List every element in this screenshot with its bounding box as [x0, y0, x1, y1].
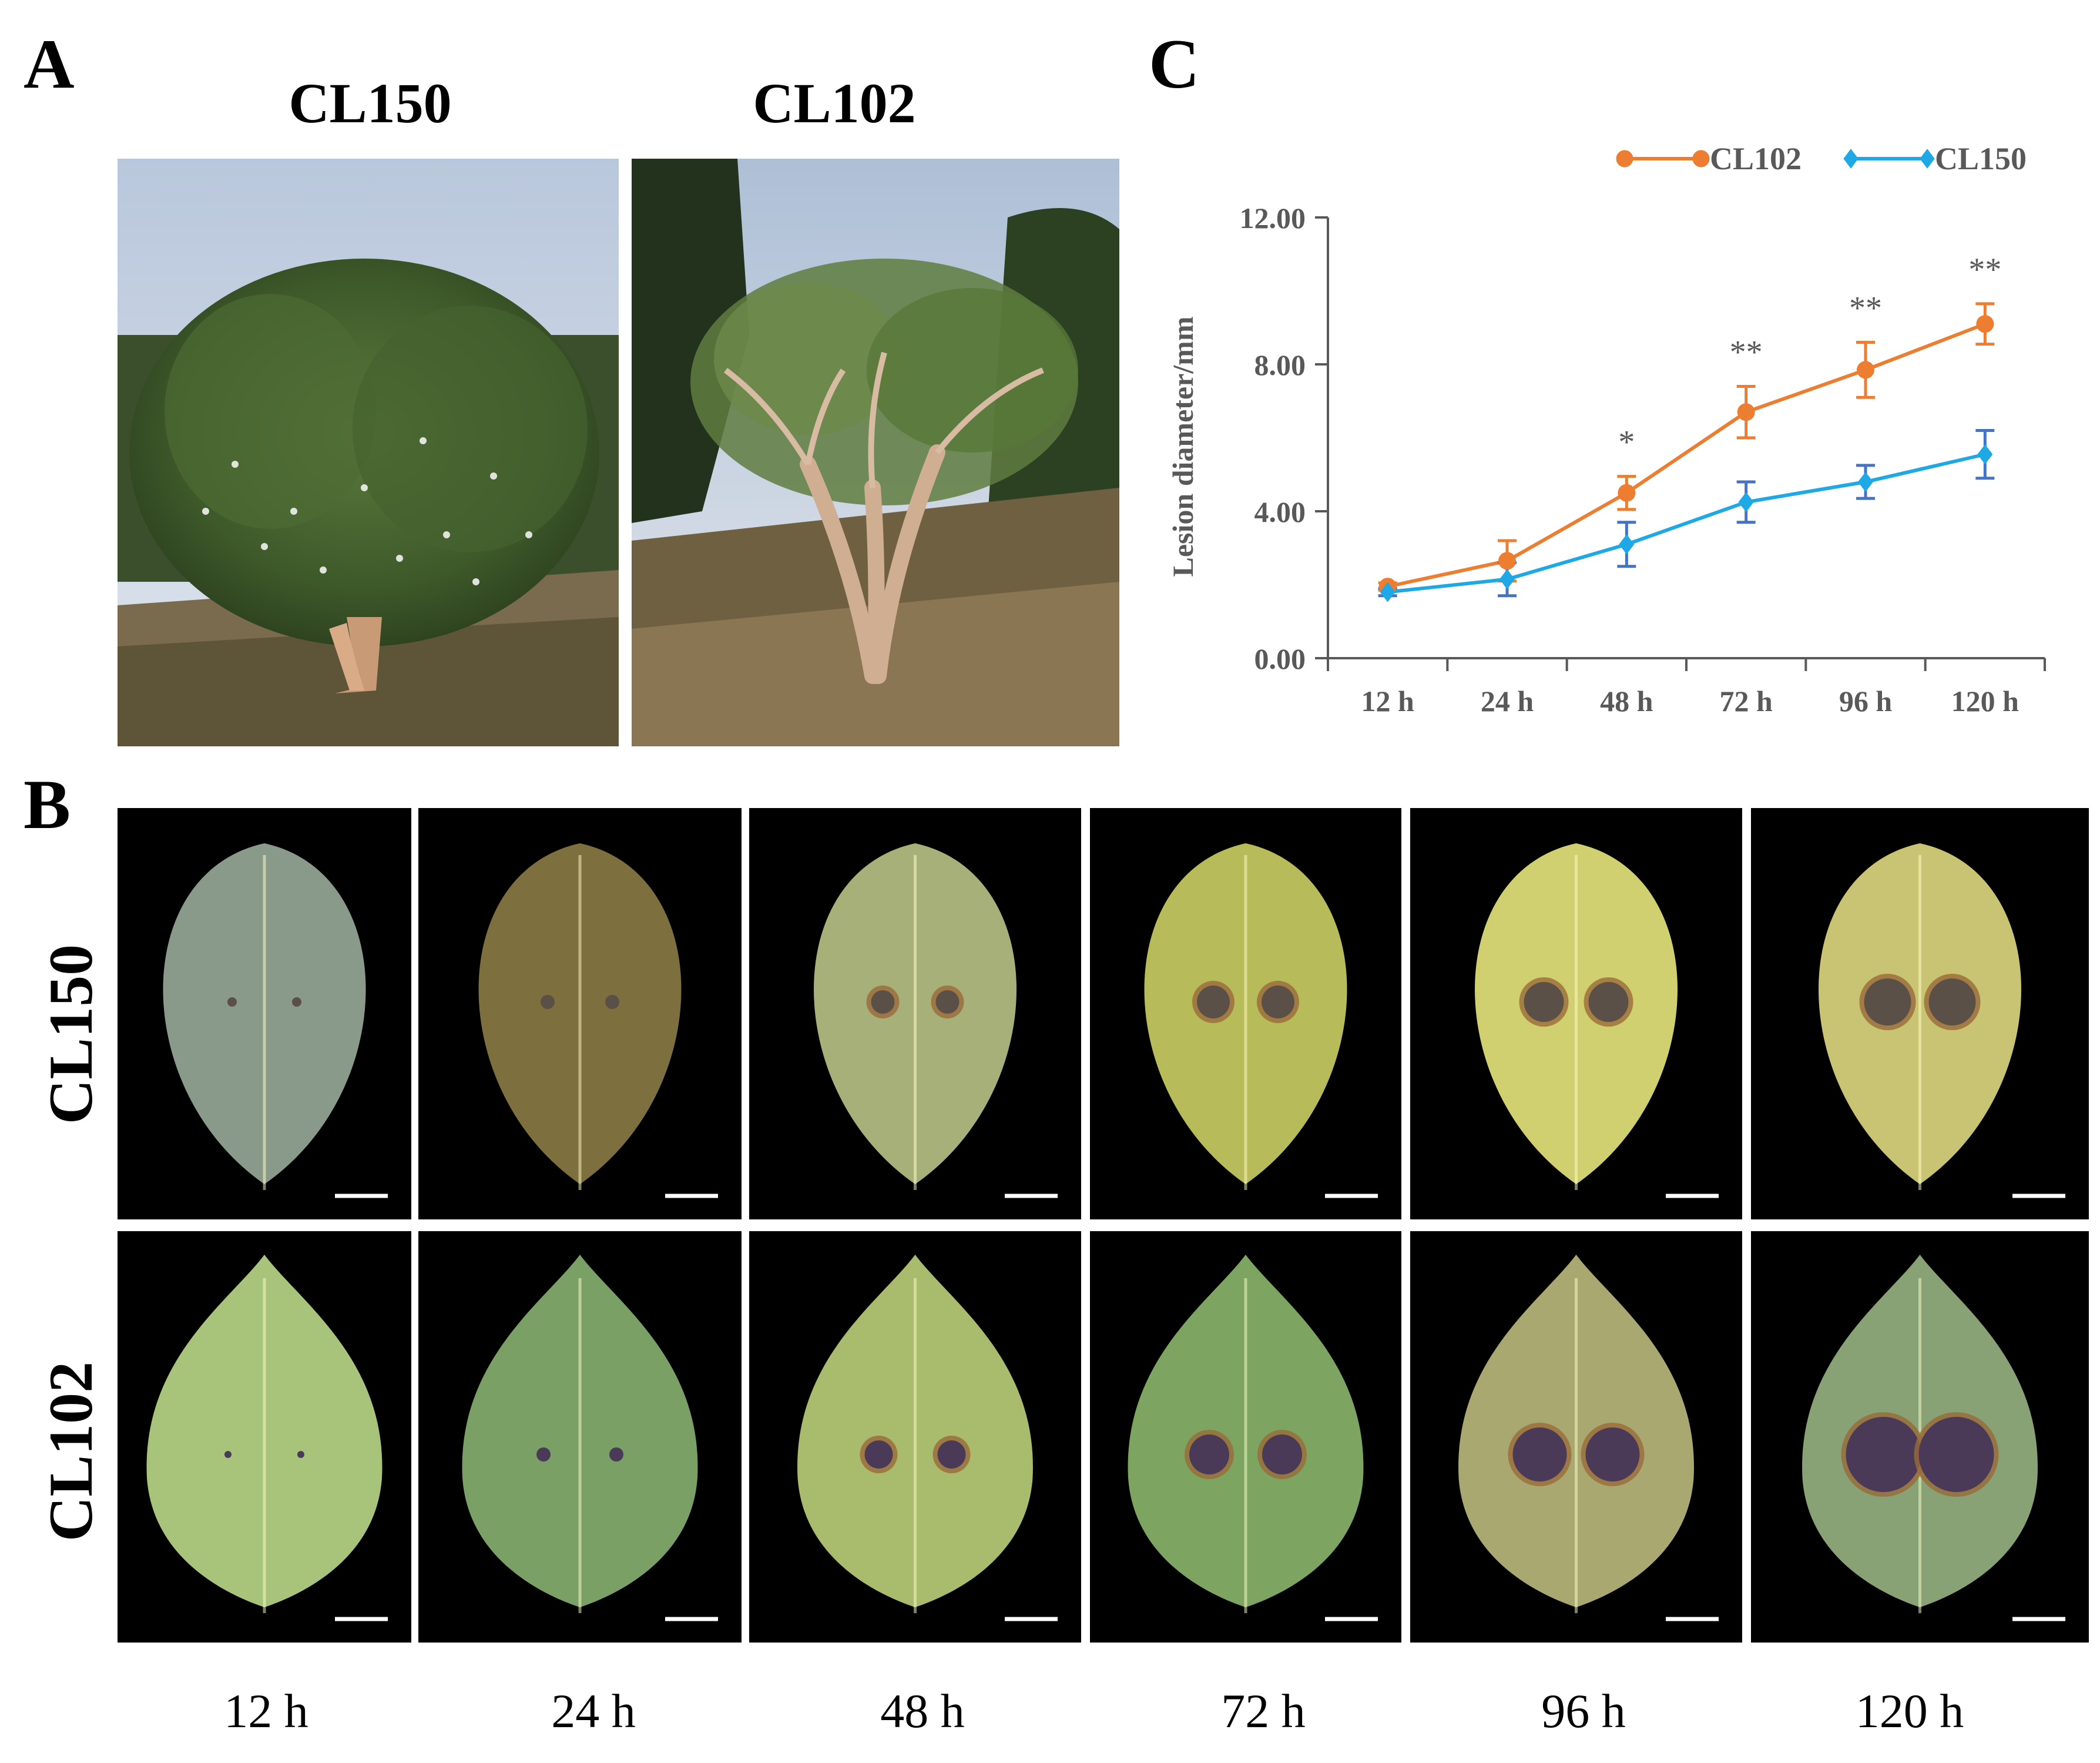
lesion-spot	[1918, 1417, 1994, 1492]
time-label-12h: 12 h	[224, 1684, 308, 1738]
significance-marker: **	[1968, 252, 2001, 288]
lesion-spot	[1588, 982, 1629, 1022]
panel-a-title-cl102: CL102	[753, 72, 916, 135]
lesion-spot	[871, 990, 895, 1014]
lesion-spot	[864, 1440, 893, 1469]
leaf-image-cl102-5	[1410, 1231, 1742, 1643]
leaf-image-cl102-3	[749, 1231, 1081, 1643]
chart-legend: CL102 CL150	[1616, 141, 2027, 176]
y-tick-label: 12.00	[1240, 202, 1306, 234]
data-point-cl102	[1618, 484, 1636, 502]
leaf-image-cl150-3	[749, 808, 1081, 1219]
lesion-spot	[1524, 982, 1564, 1022]
data-point-cl150	[1380, 582, 1395, 602]
significance-marker: **	[1730, 334, 1763, 371]
x-tick-label: 48 h	[1600, 685, 1653, 718]
data-point-cl102	[1498, 552, 1516, 570]
data-point-cl150	[1977, 444, 1993, 465]
lesion-spot	[605, 995, 619, 1009]
legend-label-cl150: CL150	[1935, 141, 2027, 176]
row-label-cl150: CL150	[36, 944, 105, 1125]
lesion-spot	[1512, 1427, 1567, 1482]
lesion-spot	[1864, 978, 1911, 1025]
lesion-spot	[1262, 986, 1294, 1018]
x-tick-label: 12 h	[1361, 685, 1415, 718]
lesion-spot	[1189, 1434, 1229, 1474]
x-tick-label: 72 h	[1720, 685, 1773, 718]
significance-marker: **	[1849, 290, 1882, 327]
lesion-spot	[224, 1451, 232, 1458]
time-label-120h: 120 h	[1855, 1684, 1964, 1738]
x-tick-label: 96 h	[1839, 685, 1893, 718]
lesion-line-chart: CL102 CL150 Lesion diameter/mm 0.00 4.00 8…	[1166, 141, 2046, 718]
panel-c-letter: C	[1149, 25, 1200, 103]
y-axis-label: Lesion diameter/mm	[1166, 317, 1199, 577]
lesion-spot	[935, 990, 960, 1014]
lesion-spot	[1262, 1434, 1302, 1474]
data-point-cl150	[1619, 534, 1635, 555]
panel-a-title-cl150: CL150	[289, 72, 452, 135]
lesion-spot	[227, 997, 237, 1007]
series-line-cl102	[1387, 322, 1986, 589]
x-tick-label: 120 h	[1951, 685, 2020, 718]
tree-photo-cl150	[118, 159, 619, 746]
panel-b-letter: B	[24, 765, 71, 843]
lesion-spot	[1846, 1417, 1921, 1492]
time-label-48h: 48 h	[880, 1684, 965, 1738]
y-tick-label: 8.00	[1254, 348, 1306, 381]
lesion-spot	[541, 995, 555, 1009]
significance-marker: *	[1618, 424, 1635, 461]
leaf-image-cl102-1	[118, 1231, 411, 1643]
series-line-cl150	[1387, 453, 1986, 594]
leaf-image-cl150-5	[1410, 808, 1742, 1219]
x-tick-label: 24 h	[1481, 685, 1534, 718]
panel-a-letter: A	[24, 25, 75, 103]
y-tick-label: 0.00	[1254, 642, 1306, 675]
data-point-cl102	[1976, 315, 1994, 333]
row-label-cl102: CL102	[36, 1361, 105, 1542]
lesion-spot	[297, 1451, 304, 1458]
data-point-cl102	[1857, 361, 1874, 379]
data-point-cl150	[1499, 569, 1515, 589]
leaf-image-cl150-2	[418, 808, 742, 1219]
data-point-cl150	[1738, 492, 1754, 512]
data-point-cl150	[1858, 472, 1873, 492]
time-label-72h: 72 h	[1221, 1684, 1306, 1738]
lesion-spot	[937, 1440, 966, 1469]
lesion-spot	[1197, 986, 1230, 1018]
leaf-image-cl102-4	[1090, 1231, 1401, 1643]
tree-photo-cl102	[632, 159, 1119, 746]
leaf-image-cl150-6	[1751, 808, 2089, 1219]
lesion-spot	[609, 1447, 623, 1462]
lesion-spot	[1585, 1427, 1640, 1482]
time-label-24h: 24 h	[551, 1684, 636, 1738]
time-label-96h: 96 h	[1541, 1684, 1626, 1738]
data-point-cl102	[1737, 403, 1755, 421]
leaf-image-cl150-1	[118, 808, 411, 1219]
leaf-image-cl102-6	[1751, 1231, 2089, 1643]
y-tick-label: 4.00	[1254, 495, 1306, 528]
lesion-spot	[292, 997, 301, 1007]
leaf-image-cl150-4	[1090, 808, 1401, 1219]
lesion-spot	[1928, 978, 1976, 1025]
legend-label-cl102: CL102	[1710, 141, 1802, 176]
leaf-image-cl102-2	[418, 1231, 742, 1643]
lesion-spot	[536, 1447, 551, 1462]
